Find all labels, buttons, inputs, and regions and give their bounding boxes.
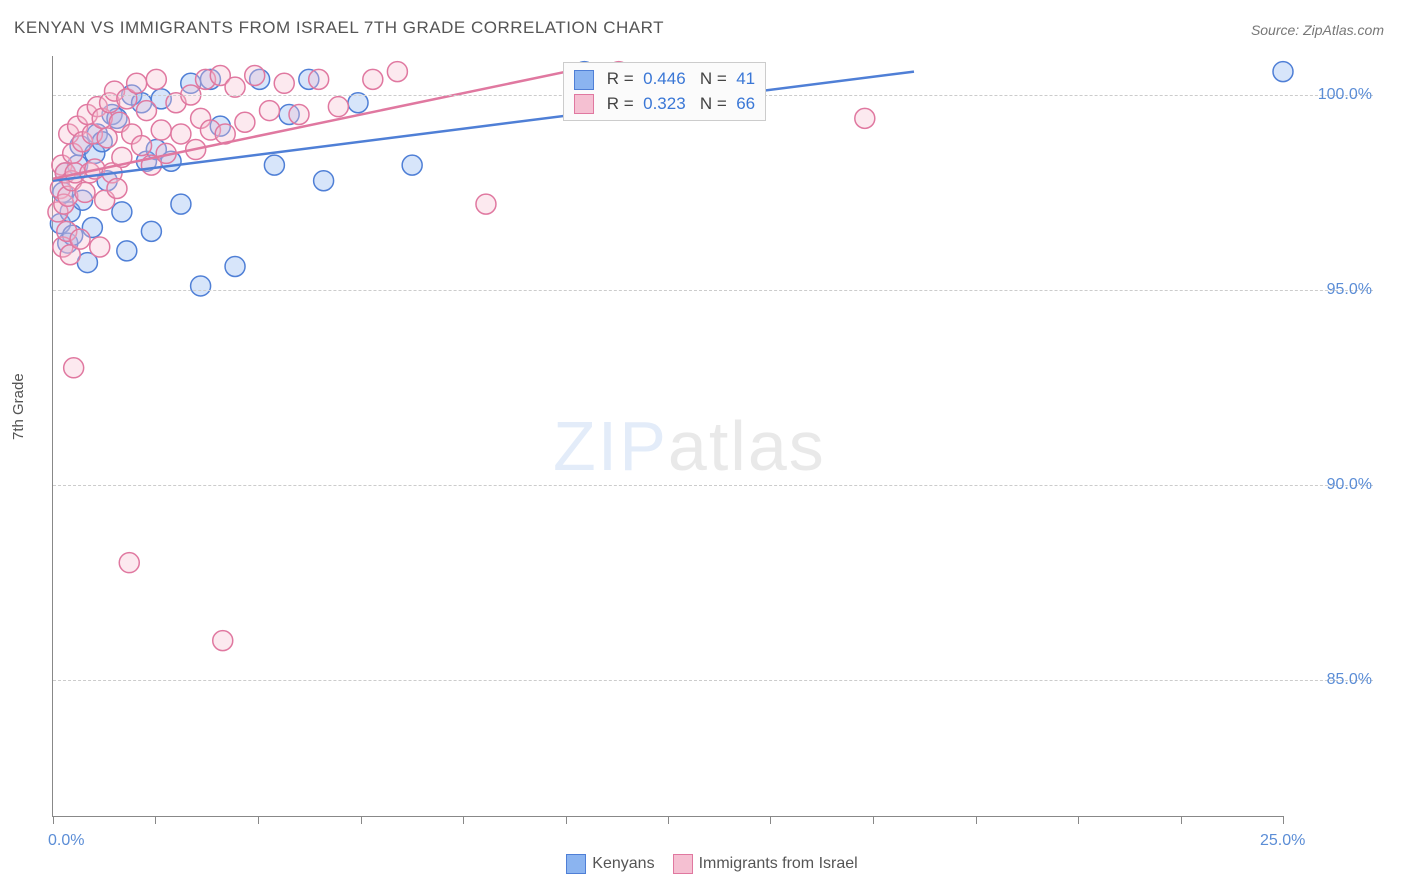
data-point — [132, 136, 152, 156]
legend: Kenyans Immigrants from Israel — [0, 854, 1406, 874]
data-point — [225, 256, 245, 276]
x-tick — [361, 816, 362, 824]
scatter-svg — [53, 46, 1393, 826]
y-tick-label: 85.0% — [1312, 671, 1372, 689]
data-point — [64, 358, 84, 378]
data-point — [171, 194, 191, 214]
stats-row: R = 0.323 N = 66 — [574, 92, 755, 117]
data-point — [387, 62, 407, 82]
data-point — [328, 97, 348, 117]
n-value: 66 — [736, 94, 755, 113]
x-tick — [976, 816, 977, 824]
plot-area: ZIPatlas — [52, 56, 1283, 817]
y-tick-label: 100.0% — [1312, 86, 1372, 104]
data-point — [191, 276, 211, 296]
stats-swatch — [574, 70, 594, 90]
data-point — [70, 229, 90, 249]
x-tick — [1078, 816, 1079, 824]
x-tick-label-min: 0.0% — [48, 832, 84, 850]
data-point — [314, 171, 334, 191]
legend-label: Immigrants from Israel — [699, 855, 858, 872]
data-point — [476, 194, 496, 214]
data-point — [107, 179, 127, 199]
data-point — [245, 65, 265, 85]
source-attribution: Source: ZipAtlas.com — [1251, 22, 1384, 38]
data-point — [855, 108, 875, 128]
data-point — [235, 112, 255, 132]
n-value: 41 — [736, 69, 755, 88]
gridline — [53, 290, 1373, 291]
x-tick — [873, 816, 874, 824]
x-tick — [1283, 816, 1284, 824]
y-tick-label: 95.0% — [1312, 281, 1372, 299]
x-tick — [1181, 816, 1182, 824]
correlation-stats-box: R = 0.446 N = 41 R = 0.323 N = 66 — [563, 62, 766, 121]
x-tick — [668, 816, 669, 824]
r-value: 0.446 — [643, 69, 686, 88]
stats-swatch — [574, 94, 594, 114]
data-point — [363, 69, 383, 89]
data-point — [402, 155, 422, 175]
data-point — [127, 73, 147, 93]
x-tick — [463, 816, 464, 824]
data-point — [119, 553, 139, 573]
gridline — [53, 485, 1373, 486]
data-point — [264, 155, 284, 175]
data-point — [117, 241, 137, 261]
data-point — [289, 104, 309, 124]
data-point — [274, 73, 294, 93]
data-point — [213, 631, 233, 651]
legend-label: Kenyans — [592, 855, 654, 872]
y-tick-label: 90.0% — [1312, 476, 1372, 494]
x-tick — [155, 816, 156, 824]
chart-title: KENYAN VS IMMIGRANTS FROM ISRAEL 7TH GRA… — [14, 18, 664, 38]
data-point — [136, 101, 156, 121]
legend-swatch — [566, 854, 586, 874]
data-point — [1273, 62, 1293, 82]
stats-row: R = 0.446 N = 41 — [574, 67, 755, 92]
x-tick-label-max: 25.0% — [1260, 832, 1305, 850]
x-tick — [770, 816, 771, 824]
y-axis-label: 7th Grade — [10, 373, 27, 440]
data-point — [75, 182, 95, 202]
x-tick — [258, 816, 259, 824]
data-point — [171, 124, 191, 144]
gridline — [53, 680, 1373, 681]
legend-swatch — [673, 854, 693, 874]
data-point — [146, 69, 166, 89]
data-point — [259, 101, 279, 121]
x-tick — [53, 816, 54, 824]
data-point — [112, 202, 132, 222]
x-tick — [566, 816, 567, 824]
r-value: 0.323 — [643, 94, 686, 113]
data-point — [90, 237, 110, 257]
data-point — [141, 221, 161, 241]
data-point — [151, 120, 171, 140]
chart-container: KENYAN VS IMMIGRANTS FROM ISRAEL 7TH GRA… — [0, 0, 1406, 892]
data-point — [309, 69, 329, 89]
